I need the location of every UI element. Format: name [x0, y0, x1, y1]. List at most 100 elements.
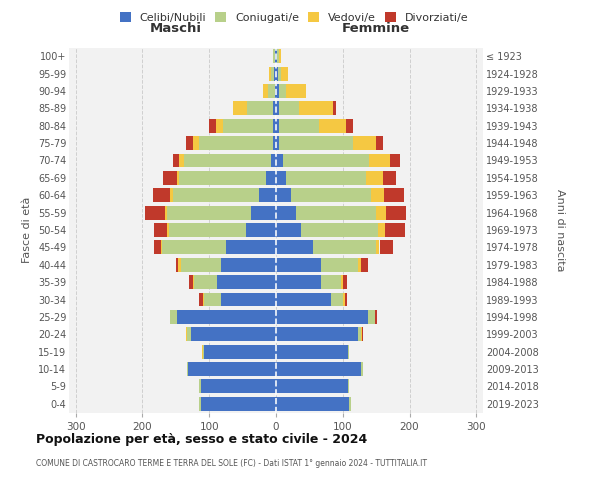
Bar [177, 310, 276, 324]
Bar [343, 292, 345, 306]
Bar [276, 258, 322, 272]
Bar [276, 49, 277, 63]
Bar [170, 188, 173, 202]
Bar [272, 119, 276, 132]
Bar [173, 188, 259, 202]
Bar [280, 84, 286, 98]
Bar [361, 258, 368, 272]
Bar [259, 188, 276, 202]
Bar [216, 119, 223, 132]
Bar [200, 380, 276, 394]
Bar [247, 102, 274, 116]
Bar [167, 223, 169, 237]
Bar [272, 49, 274, 63]
Bar [299, 102, 333, 116]
Bar [361, 362, 363, 376]
Bar [203, 344, 204, 358]
Bar [276, 171, 286, 185]
Bar [280, 136, 353, 150]
Bar [276, 328, 358, 341]
Bar [286, 171, 366, 185]
Bar [276, 154, 283, 168]
Bar [202, 344, 203, 358]
Bar [366, 171, 383, 185]
Text: Maschi: Maschi [150, 22, 202, 36]
Bar [145, 206, 165, 220]
Bar [376, 136, 383, 150]
Bar [322, 258, 358, 272]
Bar [345, 292, 347, 306]
Bar [313, 240, 376, 254]
Bar [276, 136, 280, 150]
Bar [286, 84, 306, 98]
Bar [280, 119, 319, 132]
Bar [283, 154, 370, 168]
Bar [233, 102, 247, 116]
Bar [189, 275, 193, 289]
Bar [188, 362, 276, 376]
Bar [384, 188, 404, 202]
Bar [169, 223, 246, 237]
Bar [319, 119, 346, 132]
Bar [276, 380, 348, 394]
Bar [271, 154, 276, 168]
Bar [193, 275, 194, 289]
Bar [181, 258, 221, 272]
Bar [277, 49, 280, 63]
Bar [153, 188, 170, 202]
Bar [217, 275, 276, 289]
Bar [322, 275, 341, 289]
Bar [170, 310, 177, 324]
Bar [375, 310, 376, 324]
Bar [193, 136, 199, 150]
Bar [276, 102, 280, 116]
Bar [389, 154, 400, 168]
Bar [163, 171, 176, 185]
Bar [383, 171, 396, 185]
Y-axis label: Anni di nascita: Anni di nascita [556, 188, 565, 271]
Bar [370, 154, 389, 168]
Bar [362, 328, 364, 341]
Bar [376, 240, 379, 254]
Bar [167, 206, 251, 220]
Bar [290, 188, 371, 202]
Bar [263, 84, 268, 98]
Bar [209, 119, 216, 132]
Bar [199, 136, 272, 150]
Bar [378, 223, 385, 237]
Bar [274, 66, 276, 80]
Bar [276, 362, 361, 376]
Bar [200, 397, 276, 411]
Bar [274, 102, 276, 116]
Bar [178, 258, 181, 272]
Bar [154, 223, 167, 237]
Bar [246, 223, 276, 237]
Bar [376, 206, 386, 220]
Bar [176, 171, 179, 185]
Bar [276, 292, 331, 306]
Text: Femmine: Femmine [342, 22, 410, 36]
Bar [186, 136, 193, 150]
Bar [276, 310, 368, 324]
Bar [223, 119, 272, 132]
Bar [179, 171, 266, 185]
Bar [278, 66, 281, 80]
Bar [163, 240, 226, 254]
Bar [276, 188, 290, 202]
Bar [275, 49, 276, 63]
Bar [276, 344, 348, 358]
Bar [386, 206, 406, 220]
Bar [358, 328, 361, 341]
Bar [368, 310, 375, 324]
Bar [165, 206, 167, 220]
Bar [199, 397, 200, 411]
Bar [154, 240, 161, 254]
Bar [199, 380, 200, 394]
Bar [333, 102, 336, 116]
Bar [371, 188, 384, 202]
Bar [186, 328, 187, 341]
Bar [276, 206, 296, 220]
Bar [199, 292, 203, 306]
Y-axis label: Fasce di età: Fasce di età [22, 197, 32, 263]
Bar [187, 362, 188, 376]
